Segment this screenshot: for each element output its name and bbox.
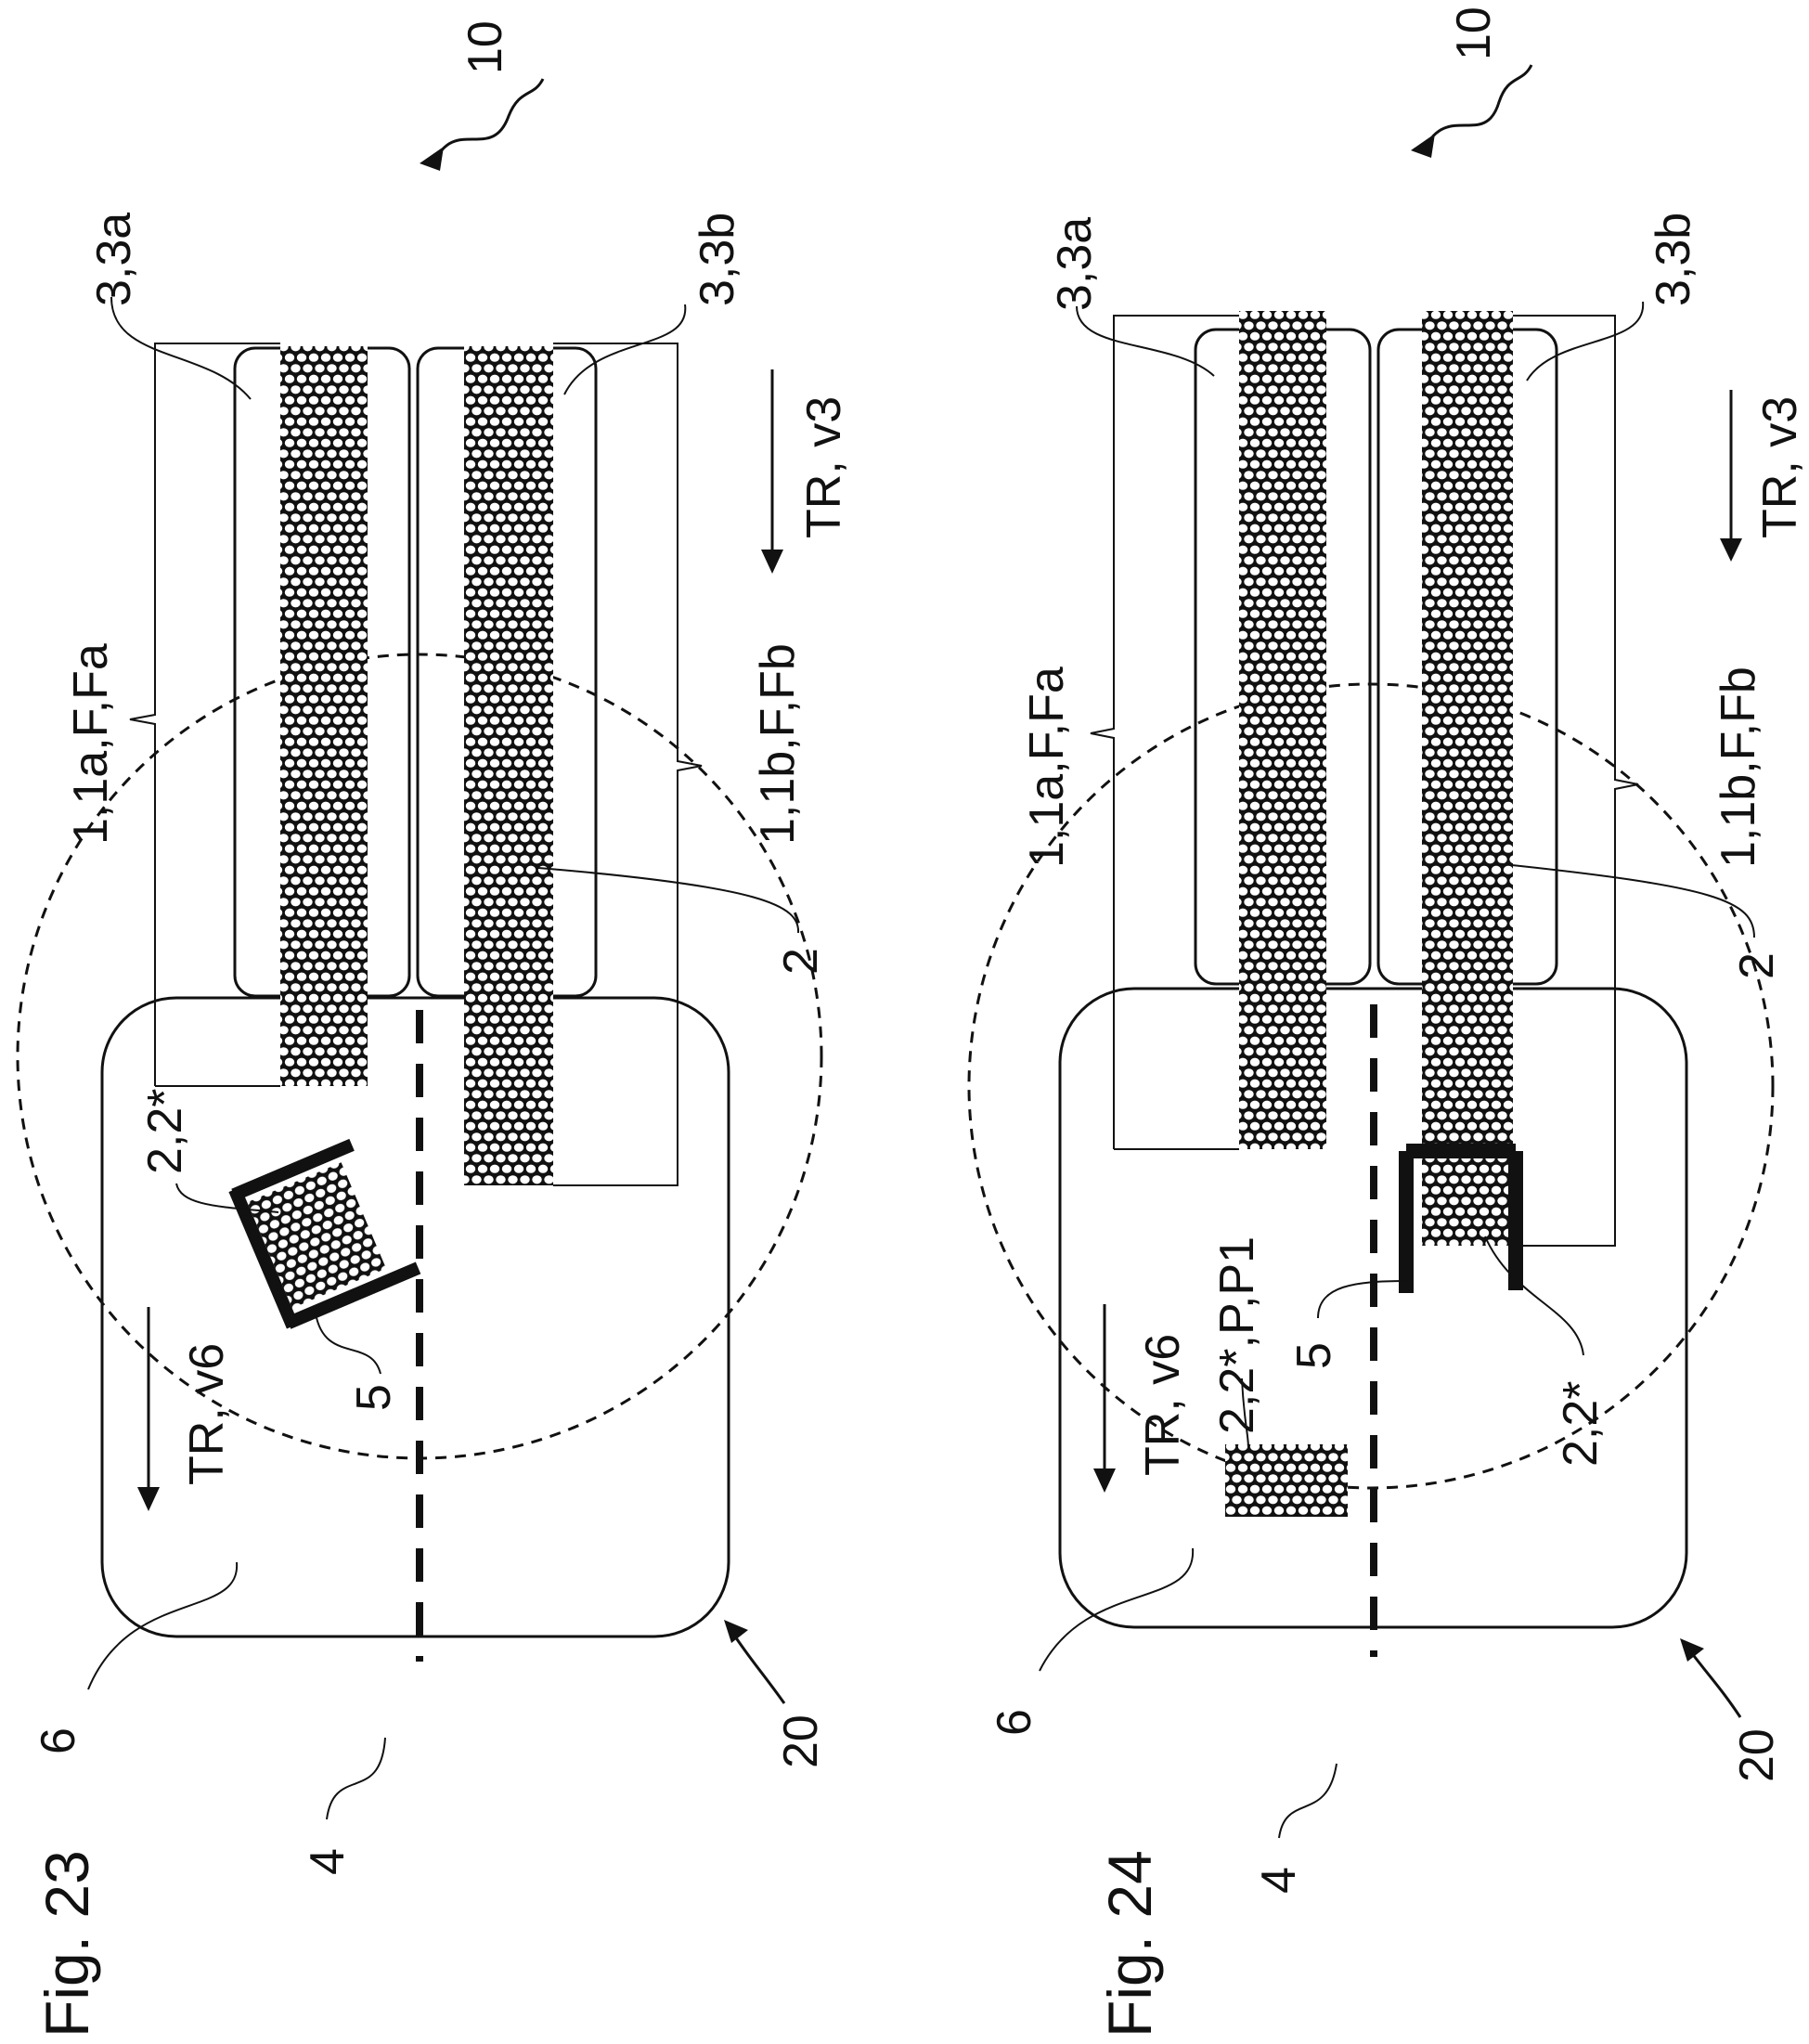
label-3-3b: 3,3b bbox=[691, 213, 744, 306]
released-pack-2star bbox=[1225, 1444, 1348, 1517]
label-5: 5 bbox=[347, 1384, 401, 1411]
label-6: 6 bbox=[988, 1709, 1041, 1736]
label-tr-v6: TR, v6 bbox=[180, 1343, 234, 1485]
figure-24: Fig. 24 10 20 4 6 5 2,2* 2,2*,P,P1 TR, v… bbox=[969, 6, 1807, 2038]
label-1-1b: 1,1b,F,Fb bbox=[1712, 666, 1765, 868]
label-tr-v6: TR, v6 bbox=[1136, 1334, 1190, 1476]
leader-10 bbox=[1425, 65, 1531, 149]
leader-20 bbox=[1691, 1652, 1740, 1717]
leader-20-head bbox=[1680, 1638, 1704, 1662]
leader-2-2star bbox=[1485, 1236, 1583, 1355]
bracket-1a bbox=[1091, 316, 1239, 1149]
label-20: 20 bbox=[1730, 1728, 1784, 1782]
label-2-2star-p: 2,2*,P,P1 bbox=[1210, 1236, 1264, 1434]
leader-4 bbox=[1279, 1764, 1337, 1838]
leader-5 bbox=[316, 1313, 381, 1374]
label-4: 4 bbox=[301, 1848, 355, 1875]
leader-3b bbox=[1527, 302, 1643, 381]
leader-6 bbox=[88, 1562, 237, 1689]
leader-3a bbox=[111, 297, 251, 399]
label-2-2star: 2,2* bbox=[1554, 1380, 1608, 1467]
pack-row-1b bbox=[464, 346, 553, 1185]
label-1-1b: 1,1b,F,Fb bbox=[751, 643, 805, 845]
label-1-1a: 1,1a,F,Fa bbox=[1020, 666, 1074, 868]
pack-row-1a bbox=[280, 346, 368, 1086]
handling-module-20 bbox=[102, 998, 729, 1636]
leader-3a bbox=[1077, 306, 1214, 376]
arrow-tr-v3-head bbox=[761, 550, 783, 574]
gripper-5-with-pack bbox=[232, 1135, 420, 1327]
bracket-1b bbox=[553, 343, 702, 1185]
label-tr-v3: TR, v3 bbox=[797, 396, 851, 538]
leader-10-head bbox=[1411, 134, 1435, 158]
label-10: 10 bbox=[459, 20, 512, 74]
label-6: 6 bbox=[32, 1727, 85, 1754]
label-tr-v3: TR, v3 bbox=[1753, 396, 1807, 538]
label-3-3a: 3,3a bbox=[1048, 217, 1102, 311]
leader-2 bbox=[538, 868, 798, 933]
leader-5 bbox=[1318, 1281, 1406, 1318]
label-20: 20 bbox=[774, 1714, 828, 1768]
leader-10 bbox=[434, 79, 543, 162]
label-3-3a: 3,3a bbox=[87, 213, 141, 306]
bracket-1a bbox=[130, 343, 280, 1086]
figure-23: Fig. 23 10 20 4 6 5 2,2* TR, v6 2 1,1a,F… bbox=[18, 20, 851, 2038]
pack-row-1a bbox=[1239, 311, 1326, 1149]
label-2: 2 bbox=[774, 948, 828, 975]
arrow-tr-v6-head bbox=[137, 1487, 160, 1511]
label-10: 10 bbox=[1447, 6, 1501, 60]
label-1-1a: 1,1a,F,Fa bbox=[64, 643, 118, 845]
label-3-3b: 3,3b bbox=[1647, 213, 1700, 306]
fig23-title: Fig. 23 bbox=[32, 1850, 101, 2038]
label-2-2star: 2,2* bbox=[138, 1088, 192, 1174]
fig24-title: Fig. 24 bbox=[1095, 1850, 1164, 2038]
leader-4 bbox=[327, 1738, 385, 1819]
label-5: 5 bbox=[1287, 1342, 1341, 1369]
leader-2 bbox=[1494, 863, 1754, 938]
label-2: 2 bbox=[1730, 952, 1784, 979]
leader-20 bbox=[733, 1634, 784, 1703]
leader-10-head bbox=[420, 147, 444, 171]
pack-row-1b bbox=[1422, 311, 1513, 1246]
arrow-tr-v6-head bbox=[1093, 1468, 1116, 1493]
arrow-tr-v3-head bbox=[1720, 538, 1742, 562]
bracket-1b bbox=[1513, 316, 1638, 1246]
label-4: 4 bbox=[1252, 1867, 1306, 1894]
